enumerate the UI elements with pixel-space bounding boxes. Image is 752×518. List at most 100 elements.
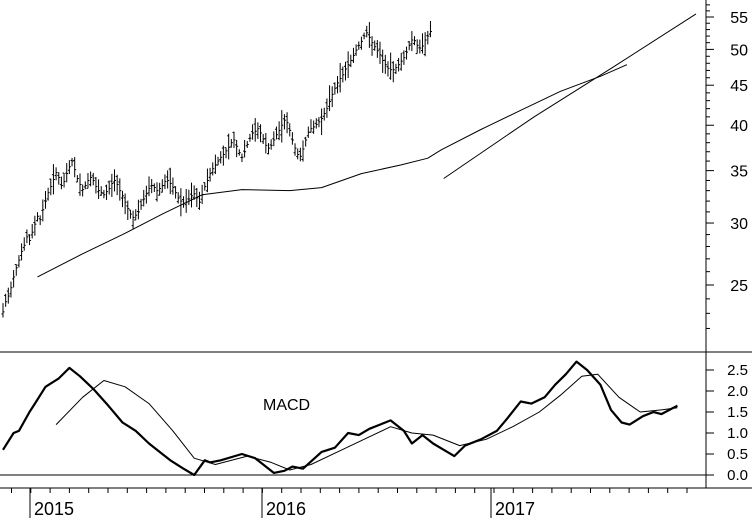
price-bar [415, 39, 419, 55]
price-bar [1, 303, 5, 318]
price-bar [174, 186, 178, 199]
macd-y-tick-label: 0.0 [727, 467, 748, 484]
price-bar [179, 188, 183, 217]
price-bar [402, 50, 406, 65]
price-bar [102, 189, 106, 199]
price-bar [426, 30, 430, 45]
price-bar [248, 133, 252, 142]
price-bar [110, 173, 114, 197]
price-bar [267, 143, 270, 155]
trend-line [443, 13, 697, 179]
price-bar [28, 234, 32, 246]
price-bar [62, 172, 66, 188]
price-bar [253, 118, 257, 142]
price-bar [367, 22, 371, 48]
price-bar [381, 49, 385, 73]
macd-line [2, 360, 678, 477]
price-bar [373, 40, 377, 51]
moving-average-line [37, 64, 628, 278]
price-bar [150, 179, 154, 194]
price-bar [410, 31, 414, 52]
price-bar [78, 173, 82, 197]
price-bar [314, 118, 318, 129]
price-bar [155, 182, 159, 202]
price-bar [115, 174, 119, 196]
price-bar [224, 147, 228, 159]
year-label: 2015 [34, 499, 74, 518]
price-bar [205, 168, 209, 193]
price-bar [83, 181, 87, 190]
price-bar [375, 40, 379, 58]
price-bar [322, 107, 326, 121]
price-bar [235, 139, 239, 158]
price-bar [330, 86, 334, 108]
price-bar [184, 188, 188, 213]
price-bar [306, 126, 310, 138]
price-bar [59, 176, 63, 190]
price-bar [428, 20, 432, 38]
price-bar [362, 32, 366, 40]
price-bar [81, 184, 85, 197]
price-bar [413, 36, 417, 46]
price-panel [1, 13, 697, 318]
macd-y-tick-label: 2.5 [727, 362, 748, 379]
price-bar [359, 36, 363, 50]
price-bar [147, 176, 151, 197]
price-bar [158, 182, 162, 196]
price-bar [136, 199, 140, 220]
price-bar [354, 44, 358, 56]
price-bar [113, 169, 117, 192]
price-bar [168, 167, 172, 195]
price-bar [357, 41, 361, 50]
price-bar [243, 139, 247, 158]
price-bar [264, 133, 268, 154]
price-bar [94, 176, 98, 194]
price-bar [6, 287, 10, 304]
price-bar [343, 61, 347, 81]
price-bar [420, 33, 424, 54]
price-bar [14, 264, 18, 276]
price-bar [397, 57, 401, 72]
price-bar [272, 131, 276, 147]
price-bar [346, 51, 350, 78]
price-bar [91, 172, 95, 186]
year-label: 2016 [266, 499, 306, 518]
price-bar [30, 223, 34, 239]
price-bar [304, 136, 308, 147]
price-bar [213, 154, 217, 175]
price-bar [134, 209, 138, 221]
price-y-tick-label: 30 [730, 216, 748, 233]
price-bar [285, 112, 289, 134]
price-bar [245, 141, 249, 148]
price-y-tick-label: 50 [730, 42, 748, 59]
price-bar [36, 212, 40, 222]
price-bar [41, 199, 45, 222]
price-bar [4, 293, 8, 307]
price-bar [118, 178, 122, 201]
price-bar [325, 98, 329, 118]
price-bar [160, 179, 164, 193]
price-bar [309, 119, 313, 133]
price-bar [187, 189, 191, 206]
price-bar [240, 153, 244, 163]
price-bar [152, 183, 156, 192]
price-bar [182, 196, 186, 208]
price-bar [261, 133, 265, 144]
price-y-tick-label: 35 [730, 164, 748, 181]
price-bar [105, 184, 109, 200]
price-bar [232, 131, 236, 148]
price-bar [251, 124, 255, 140]
price-bar [73, 157, 77, 178]
price-bar [386, 61, 390, 77]
macd-signal-line [55, 373, 678, 471]
price-bar [107, 180, 111, 195]
price-bar [57, 172, 61, 185]
price-bar [25, 229, 29, 244]
price-bar [171, 177, 175, 195]
price-bar [293, 143, 297, 156]
price-bar [237, 149, 241, 156]
price-bar [163, 174, 167, 190]
price-bar [341, 66, 345, 83]
